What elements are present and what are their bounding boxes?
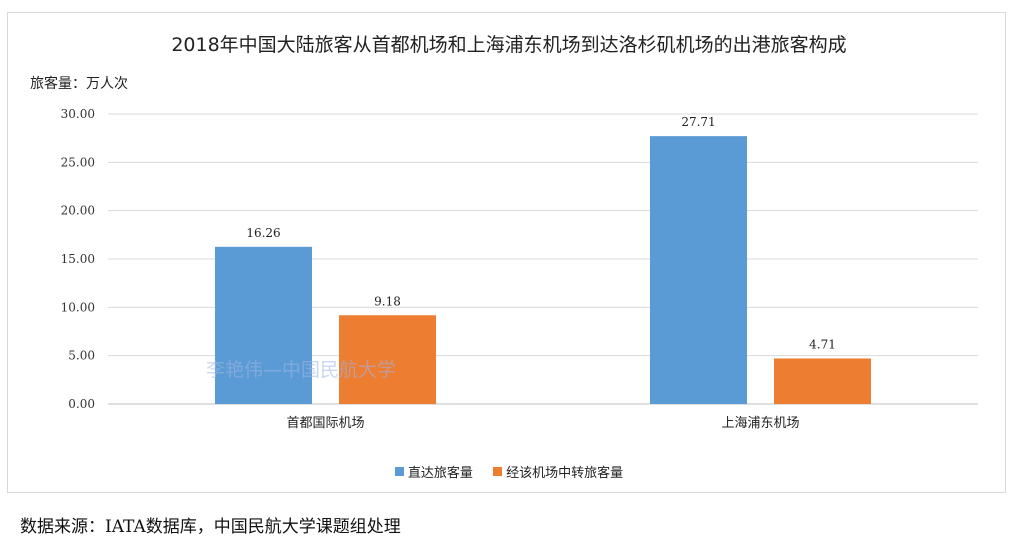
legend-swatch-transfer (493, 467, 503, 476)
y-tick-label: 20.00 (61, 204, 95, 218)
bar (774, 358, 871, 404)
data-label: 16.26 (246, 226, 280, 240)
data-labels: 16.26 9.18 27.71 4.71 (246, 115, 836, 351)
bar (339, 315, 436, 404)
watermark: 李艳伟—中国民航大学 (206, 359, 397, 381)
category-label: 上海浦东机场 (721, 416, 799, 431)
bar (650, 136, 747, 405)
data-label: 9.18 (374, 294, 401, 308)
legend-item-direct: 直达旅客量 (394, 462, 473, 481)
y-tick-label: 30.00 (61, 107, 95, 121)
y-tick-label: 25.00 (61, 155, 95, 169)
legend-swatch-direct (394, 467, 404, 476)
bar (215, 246, 312, 404)
data-label: 4.71 (809, 337, 836, 351)
chart-title: 2018年中国大陆旅客从首都机场和上海浦东机场到达洛杉矶机场的出港旅客构成 (171, 34, 847, 56)
data-source-note: 数据来源：IATA数据库，中国民航大学课题组处理 (20, 517, 401, 537)
y-tick-labels: 0.00 5.00 10.00 15.00 20.00 25.00 30.00 (61, 107, 95, 411)
y-tick-label: 10.00 (61, 300, 95, 314)
category-labels: 首都国际机场 上海浦东机场 (286, 416, 799, 431)
bars (215, 136, 871, 405)
data-label: 27.71 (681, 115, 715, 129)
legend-label-transfer: 经该机场中转旅客量 (506, 466, 624, 481)
y-tick-label: 5.00 (68, 349, 95, 363)
category-label: 首都国际机场 (286, 416, 364, 431)
legend-label-direct: 直达旅客量 (407, 466, 473, 481)
y-tick-label: 0.00 (68, 397, 95, 411)
y-axis-label: 旅客量：万人次 (30, 76, 128, 92)
chart-frame (7, 12, 1006, 493)
y-tick-label: 15.00 (61, 252, 95, 266)
legend: 直达旅客量 经该机场中转旅客量 (0, 462, 1018, 481)
legend-item-transfer: 经该机场中转旅客量 (493, 462, 623, 481)
